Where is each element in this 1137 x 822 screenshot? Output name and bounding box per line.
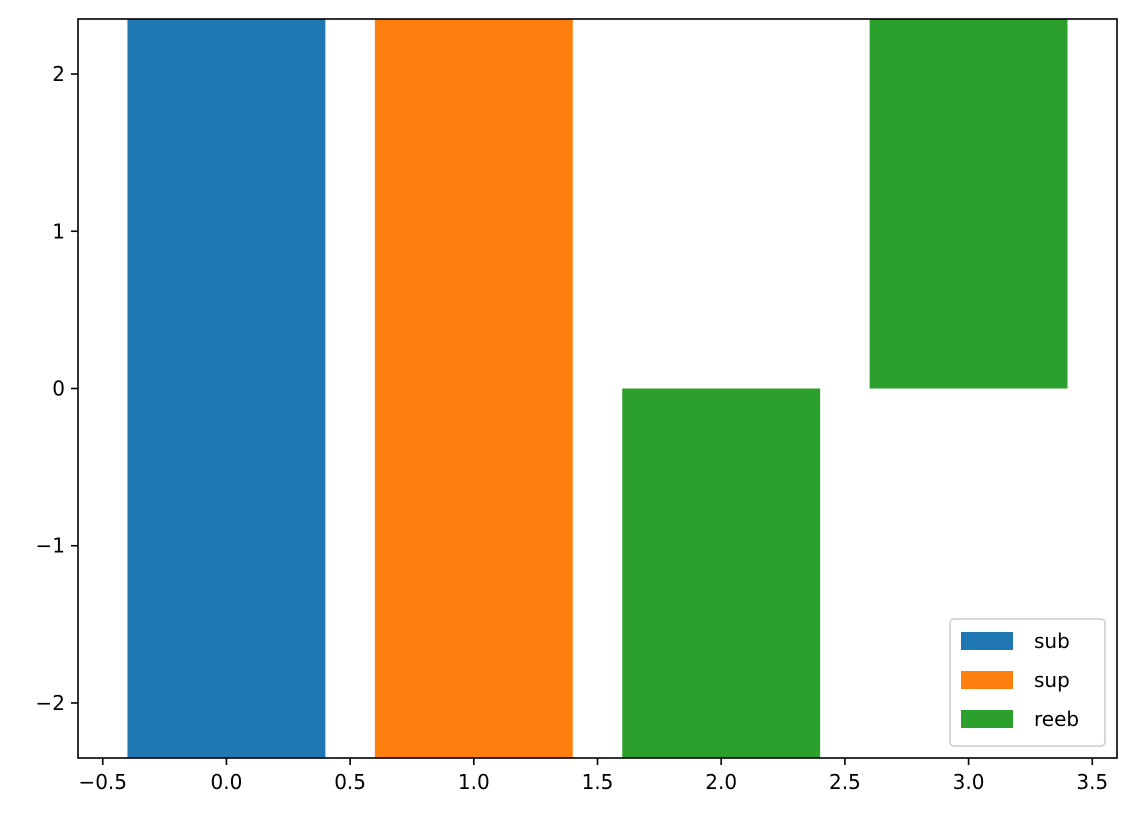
y-tick-label: −1	[36, 534, 65, 558]
y-axis: −2 −1 0 1 2	[36, 62, 78, 715]
legend-swatch-sup	[961, 671, 1013, 689]
x-tick-label: 1.0	[458, 770, 490, 794]
x-tick-label: 2.0	[705, 770, 737, 794]
legend-swatch-sub	[961, 632, 1013, 650]
legend-label-sup: sup	[1034, 668, 1070, 692]
plot-area	[77, 18, 1118, 759]
x-tick-label: 0.0	[211, 770, 243, 794]
legend-swatch-reeb	[961, 710, 1013, 728]
y-tick-label: 0	[52, 377, 65, 401]
bar-sub-0	[127, 19, 326, 758]
y-tick-label: 2	[52, 62, 65, 86]
x-tick-label: 1.5	[582, 770, 614, 794]
x-tick-label: −0.5	[78, 770, 127, 794]
x-tick-label: 2.5	[829, 770, 861, 794]
x-tick-label: 0.5	[334, 770, 366, 794]
x-axis: −0.5 0.0 0.5 1.0 1.5 2.0 2.5 3.0 3.5	[78, 758, 1108, 794]
y-tick-label: −2	[36, 691, 65, 715]
bar-sup-1	[374, 19, 573, 758]
x-tick-label: 3.0	[953, 770, 985, 794]
bars-group	[127, 19, 1068, 758]
legend-label-reeb: reeb	[1034, 707, 1079, 731]
bar-reeb-3	[869, 19, 1068, 389]
legend-label-sub: sub	[1034, 629, 1070, 653]
bar-reeb-2	[622, 388, 821, 758]
legend: sub sup reeb	[949, 618, 1106, 747]
y-tick-label: 1	[52, 219, 65, 243]
x-tick-label: 3.5	[1076, 770, 1108, 794]
